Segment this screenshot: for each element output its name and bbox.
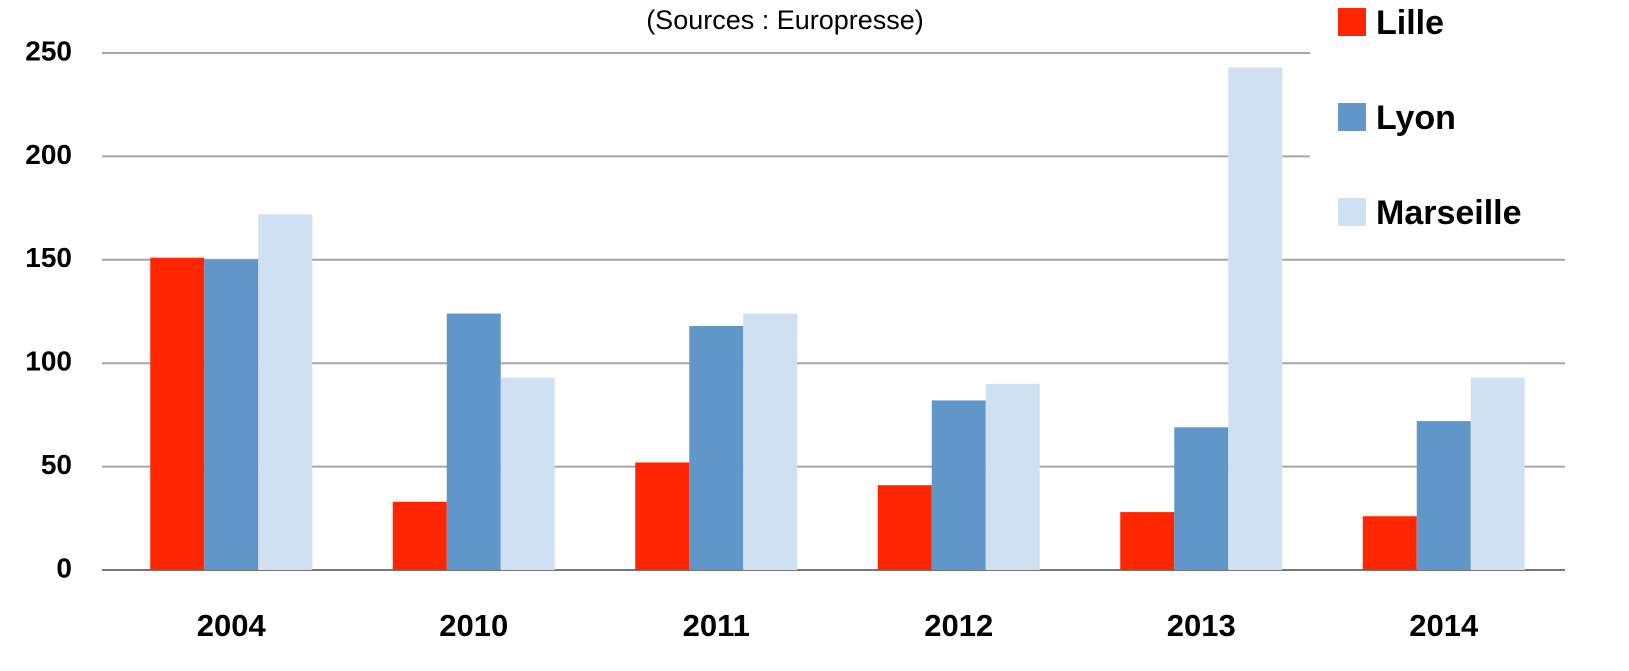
y-tick-label: 250 [25,35,72,66]
legend-swatch [1338,103,1366,131]
bar [635,462,690,570]
legend-label: Lyon [1376,99,1456,137]
bar [985,383,1040,570]
bar [392,501,447,570]
x-tick-label: 2010 [439,608,508,643]
legend-label: Marseille [1376,194,1522,232]
bar [931,400,986,570]
bar [150,257,205,570]
y-tick-label: 100 [25,346,72,377]
bar [1470,377,1525,570]
bar [877,485,932,570]
bar [1120,512,1175,570]
x-tick-label: 2004 [197,608,267,643]
chart-subtitle: (Sources : Europresse) [646,5,924,35]
x-tick-label: 2012 [924,608,993,643]
bar [204,259,259,570]
x-tick-label: 2013 [1167,608,1236,643]
x-tick-label: 2014 [1409,608,1479,643]
legend-swatch [1338,198,1366,226]
bar [1228,67,1283,570]
legend-label: Lille [1376,4,1444,42]
y-tick-label: 0 [56,552,72,583]
bar [689,325,744,570]
bar [1174,427,1229,570]
bar [743,313,798,570]
x-tick-label: 2011 [683,608,750,643]
y-tick-label: 150 [25,242,72,273]
bar [1362,516,1417,570]
bar [1416,421,1471,570]
bar [446,313,501,570]
bar [500,377,555,570]
y-tick-label: 50 [41,449,72,480]
y-tick-label: 200 [25,139,72,170]
legend-swatch [1338,8,1366,36]
bar [258,214,313,570]
